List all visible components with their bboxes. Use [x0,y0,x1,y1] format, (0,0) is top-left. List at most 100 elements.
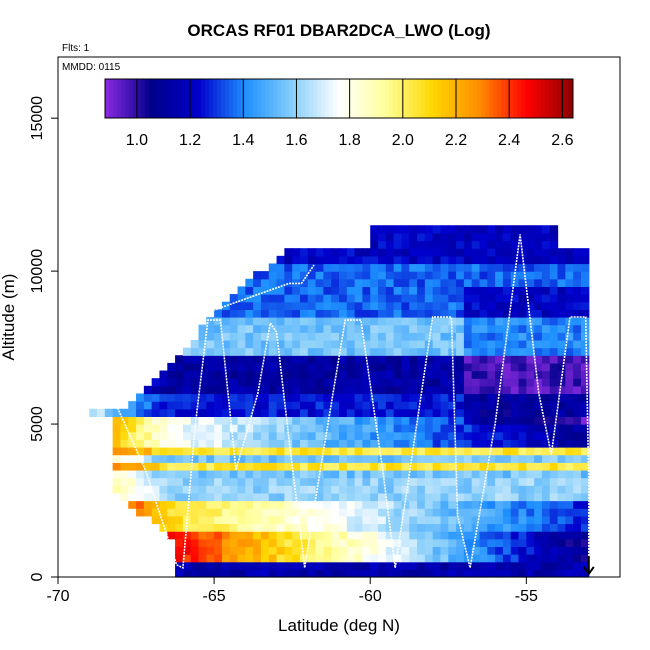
heatmap-cell [510,477,520,486]
heatmap-cell [268,339,278,349]
heatmap-cell [463,523,473,532]
heatmap-cell [502,508,512,517]
heatmap-cell [253,339,262,349]
heatmap-cell [253,271,262,280]
heatmap-cell [120,454,129,463]
heatmap-cell [541,554,551,563]
heatmap-cell [479,255,488,265]
heatmap-cell [260,362,270,372]
heatmap-cell [510,248,520,257]
heatmap-cell [448,232,457,242]
heatmap-cell [417,531,426,540]
heatmap-cell [307,515,317,525]
heatmap-cell [557,569,566,578]
heatmap-cell [487,385,496,395]
heatmap-cell [526,447,535,456]
heatmap-cell [237,424,246,433]
colorbar-swatch [169,79,174,118]
heatmap-cell [495,500,504,509]
heatmap-cell [549,477,559,486]
heatmap-cell [260,324,270,333]
heatmap-cell [580,263,590,272]
heatmap-cell [495,439,504,448]
heatmap-cell [401,370,410,379]
heatmap-cell [346,385,356,395]
heatmap-cell [495,462,504,471]
heatmap-cell [526,424,535,433]
heatmap-cell [315,508,324,517]
heatmap-cell [143,492,153,502]
heatmap-cell [245,355,254,364]
colorbar-swatch [453,79,458,118]
heatmap-cell [128,424,137,433]
heatmap-cell [214,515,223,525]
heatmap-cell [479,301,488,310]
heatmap-cell [471,355,481,364]
heatmap-cell [487,240,496,249]
heatmap-cell [393,531,403,540]
heatmap-cell [229,492,239,502]
heatmap-cell [198,538,207,548]
heatmap-cell [557,523,566,532]
heatmap-cell [339,462,348,471]
heatmap-cell [292,255,301,265]
heatmap-cell [510,324,520,333]
heatmap-cell [463,332,473,341]
heatmap-cell [276,385,285,395]
heatmap-cell [557,469,566,479]
heatmap-cell [534,523,543,532]
heatmap-cell [346,309,356,318]
heatmap-cell [229,500,239,509]
heatmap-cell [370,248,379,257]
heatmap-cell [487,294,496,303]
heatmap-cell [253,492,262,502]
heatmap-cell [495,370,504,379]
heatmap-cell [245,286,254,295]
heatmap-cell [299,508,309,517]
heatmap-cell [339,301,348,310]
heatmap-cell [284,355,293,364]
heatmap-cell [518,255,527,265]
heatmap-cell [346,485,356,494]
heatmap-cell [190,370,200,379]
heatmap-cell [432,462,442,471]
heatmap-cell [346,324,356,333]
heatmap-cell [549,393,559,402]
heatmap-cell [495,531,504,540]
heatmap-cell [565,248,574,257]
heatmap-cell [580,416,590,425]
heatmap-cell [143,485,153,494]
colorbar-swatch [549,79,554,118]
heatmap-cell [276,546,285,555]
heatmap-cell [221,462,231,471]
heatmap-cell [292,515,301,525]
heatmap-cell [541,301,551,310]
heatmap-cell [510,431,520,440]
heatmap-cell [573,401,582,410]
heatmap-cell [315,538,324,548]
heatmap-cell [393,401,403,410]
colorbar-swatch [569,79,574,118]
heatmap-cell [557,286,566,295]
heatmap-cell [432,477,442,486]
heatmap-cell [284,393,293,402]
heatmap-cell [557,355,566,364]
heatmap-cell [221,317,231,326]
colorbar-swatch [373,79,378,118]
heatmap-cell [518,515,527,525]
heatmap-cell [409,232,418,242]
heatmap-cell [479,569,488,578]
heatmap-cell [89,408,98,418]
heatmap-cell [370,355,379,364]
heatmap-cell [534,370,543,379]
heatmap-cell [432,332,442,341]
heatmap-cell [167,401,176,410]
colorbar-swatch [321,79,326,118]
heatmap-cell [307,546,317,555]
heatmap-cell [292,424,301,433]
heatmap-cell [495,416,504,425]
heatmap-cell [276,271,285,280]
heatmap-cell [128,401,137,410]
heatmap-cell [253,515,262,525]
heatmap-cell [175,554,184,563]
